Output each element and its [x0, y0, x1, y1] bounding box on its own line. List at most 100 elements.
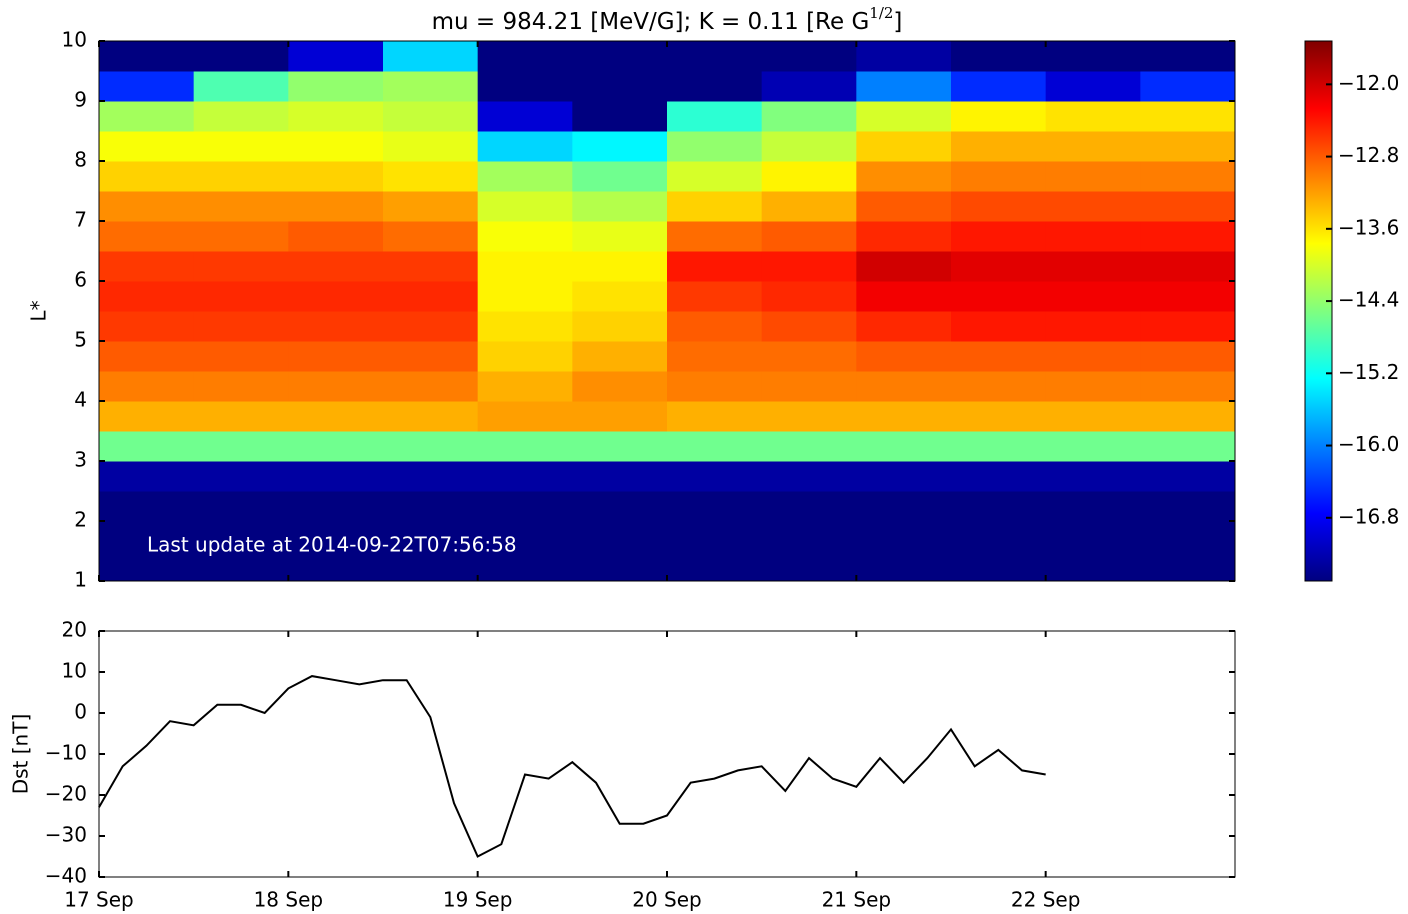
y-axis-label: Dst [nT] [9, 714, 33, 795]
heatmap-cell [383, 191, 479, 222]
heatmap-cell [477, 401, 573, 432]
heatmap-cell [1140, 311, 1235, 342]
heatmap-cell [761, 281, 857, 312]
heatmap-cell [99, 491, 195, 522]
heatmap-cell [383, 551, 479, 581]
heatmap-cell [856, 401, 952, 432]
heatmap-cell [288, 281, 384, 312]
heatmap-cell [856, 341, 952, 372]
heatmap-cell [288, 341, 384, 372]
heatmap-cell [1140, 491, 1235, 522]
heatmap-cell [1140, 221, 1235, 252]
heatmap-cell [1140, 401, 1235, 432]
heatmap-cell [761, 491, 857, 522]
heatmap-cell [572, 371, 668, 402]
heatmap-cell [477, 461, 573, 492]
y-tick-label: 4 [74, 388, 87, 412]
y-tick-label: 10 [62, 659, 87, 683]
y-tick-label: 2 [74, 508, 87, 532]
heatmap-cell [951, 101, 1047, 132]
heatmap-cell [1045, 41, 1141, 72]
heatmap-cell [667, 281, 763, 312]
heatmap-cell [477, 71, 573, 102]
heatmap-cell [193, 341, 289, 372]
heatmap-cell [477, 161, 573, 192]
heatmap-cell [1045, 371, 1141, 402]
heatmap-cell [667, 341, 763, 372]
heatmap-cell [288, 551, 384, 581]
heatmap-cell [761, 41, 857, 72]
heatmap-cell [951, 191, 1047, 222]
heatmap-cell [951, 521, 1047, 552]
heatmap-cell [667, 221, 763, 252]
heatmap-panel: Last update at 2014-09-22T07:56:58 1 2 3 4 5 6… [27, 28, 1236, 592]
heatmap-cell [383, 251, 479, 282]
heatmap-cell [1140, 431, 1235, 462]
heatmap-cell [1140, 461, 1235, 492]
y-tick-label: 9 [74, 88, 87, 112]
colorbar-tick-label: −13.6 [1338, 215, 1399, 239]
y-tick-label: 7 [74, 208, 87, 232]
heatmap-cell [1140, 371, 1235, 402]
heatmap-cell [1045, 101, 1141, 132]
heatmap-cell [951, 251, 1047, 282]
heatmap-cell [951, 41, 1047, 72]
heatmap-cell [572, 521, 668, 552]
plot-frame [98, 40, 1236, 582]
y-tick-label: −40 [45, 864, 87, 888]
heatmap-cell [951, 371, 1047, 402]
heatmap-cell [193, 101, 289, 132]
heatmap-cell [572, 161, 668, 192]
heatmap-cell [856, 431, 952, 462]
heatmap-cell [477, 491, 573, 522]
heatmap-cell [99, 551, 195, 581]
heatmap-cell [572, 281, 668, 312]
heatmap-cell [1140, 101, 1235, 132]
heatmap-cell [856, 101, 952, 132]
heatmap-cell [1140, 41, 1235, 72]
heatmap-cell [383, 71, 479, 102]
heatmap-cell [477, 521, 573, 552]
heatmap-cell [572, 221, 668, 252]
heatmap-cell [761, 251, 857, 282]
heatmap-cell [572, 251, 668, 282]
heatmap-cell [1140, 161, 1235, 192]
heatmap-cell [383, 161, 479, 192]
y-tick-label: 6 [74, 268, 87, 292]
heatmap-cell [856, 71, 952, 102]
heatmap-cell [1045, 341, 1141, 372]
heatmap-cell [761, 461, 857, 492]
heatmap-cell [1140, 71, 1235, 102]
heatmap-cell [193, 401, 289, 432]
heatmap-cell [288, 161, 384, 192]
heatmap-cell [856, 551, 952, 581]
heatmap-cell [99, 371, 195, 402]
colorbar-tick-label: −15.2 [1338, 360, 1399, 384]
heatmap-cell [99, 311, 195, 342]
colorbar-tick-label: −12.0 [1338, 71, 1399, 95]
x-tick-label: 18 Sep [254, 888, 324, 912]
heatmap-cell [288, 461, 384, 492]
heatmap-cell [477, 131, 573, 162]
heatmap-cell [1045, 131, 1141, 162]
heatmap-cell [193, 251, 289, 282]
heatmap-cell [1045, 401, 1141, 432]
heatmap-cell [193, 521, 289, 552]
heatmap-cell [856, 251, 952, 282]
heatmap-cell [477, 551, 573, 581]
heatmap-cell [288, 311, 384, 342]
title-main: mu = 984.21 [MeV/G]; K = 0.11 [Re G [432, 9, 870, 35]
heatmap-cell [572, 551, 668, 581]
heatmap-cell [99, 71, 195, 102]
heatmap-cell [288, 491, 384, 522]
heatmap-cell [572, 461, 668, 492]
heatmap-cell [951, 311, 1047, 342]
heatmap-cell [667, 551, 763, 581]
heatmap-cell [1045, 161, 1141, 192]
heatmap-cell [1045, 281, 1141, 312]
heatmap-cell [667, 461, 763, 492]
y-tick-label: −10 [45, 741, 87, 765]
plot-frame [98, 630, 1236, 878]
y-tick-label: 20 [62, 618, 87, 642]
heatmap-cell [667, 191, 763, 222]
